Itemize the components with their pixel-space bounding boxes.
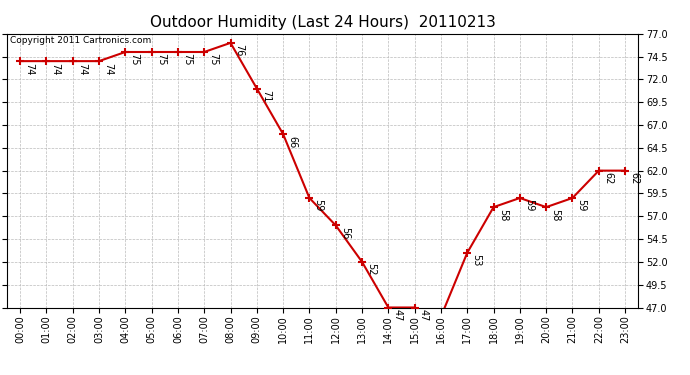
Text: 74: 74 [103,63,113,75]
Text: 58: 58 [497,209,508,221]
Text: 62: 62 [603,172,613,184]
Text: 66: 66 [287,135,297,148]
Text: 58: 58 [551,209,560,221]
Text: 75: 75 [208,53,218,66]
Text: 74: 74 [77,63,87,75]
Text: 59: 59 [524,200,534,212]
Text: 75: 75 [156,53,166,66]
Text: 74: 74 [24,63,34,75]
Text: 75: 75 [130,53,139,66]
Text: 71: 71 [261,90,271,102]
Text: 52: 52 [366,263,376,276]
Text: 76: 76 [235,44,245,57]
Text: 59: 59 [313,200,324,212]
Text: 62: 62 [629,172,639,184]
Title: Outdoor Humidity (Last 24 Hours)  20110213: Outdoor Humidity (Last 24 Hours) 2011021… [150,15,495,30]
Text: 56: 56 [340,227,350,239]
Text: 53: 53 [471,254,482,267]
Text: 46: 46 [0,374,1,375]
Text: 74: 74 [50,63,61,75]
Text: 59: 59 [577,200,586,212]
Text: 47: 47 [419,309,428,321]
Text: Copyright 2011 Cartronics.com: Copyright 2011 Cartronics.com [10,36,151,45]
Text: 75: 75 [182,53,192,66]
Text: 47: 47 [393,309,402,321]
